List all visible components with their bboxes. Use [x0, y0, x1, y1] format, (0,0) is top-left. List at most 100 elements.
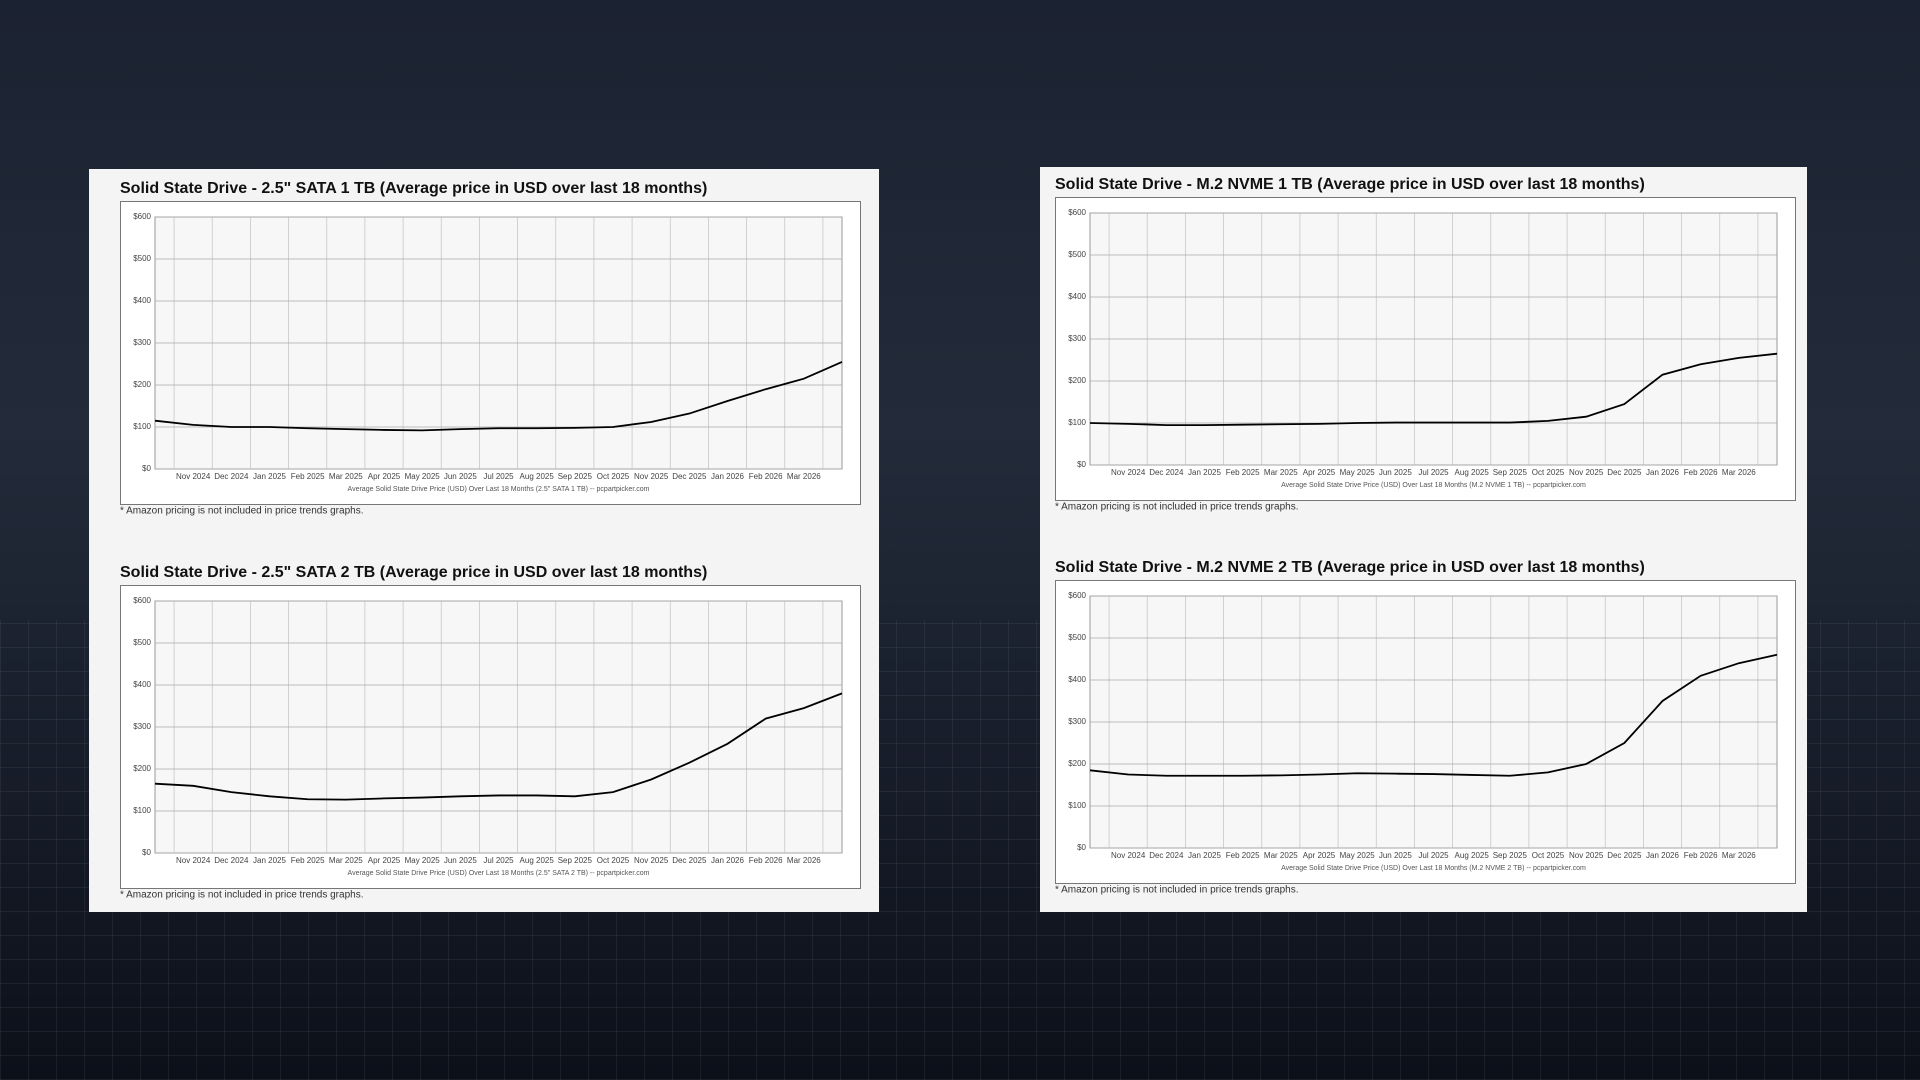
y-tick-label: $400 [133, 680, 151, 689]
x-tick-label: Feb 2025 [291, 472, 325, 481]
x-tick-label: Oct 2025 [1532, 468, 1565, 477]
chart: Solid State Drive - M.2 NVME 2 TB (Avera… [1055, 559, 1796, 896]
y-tick-label: $100 [1068, 801, 1086, 810]
x-tick-label: Nov 2024 [1111, 468, 1146, 477]
y-tick-label: $300 [1068, 334, 1086, 343]
x-tick-label: Nov 2024 [176, 856, 211, 865]
chart: Solid State Drive - 2.5" SATA 2 TB (Aver… [120, 564, 861, 901]
x-tick-label: May 2025 [405, 856, 441, 865]
y-tick-label: $600 [1068, 208, 1086, 217]
x-tick-label: Jan 2026 [711, 856, 744, 865]
x-tick-label: Nov 2025 [634, 472, 669, 481]
y-tick-label: $600 [133, 212, 151, 221]
price-line [154, 692, 843, 801]
x-tick-label: Aug 2025 [520, 472, 555, 481]
x-axis-label: Average Solid State Drive Price (USD) Ov… [1281, 865, 1586, 872]
x-tick-label: Nov 2025 [1569, 468, 1604, 477]
x-tick-label: Dec 2024 [214, 856, 249, 865]
x-tick-label: Mar 2025 [329, 856, 363, 865]
x-tick-label: Feb 2026 [749, 856, 783, 865]
x-tick-label: Aug 2025 [1455, 468, 1490, 477]
y-tick-label: $300 [133, 722, 151, 731]
chart-title: Solid State Drive - M.2 NVME 1 TB (Avera… [1055, 176, 1645, 193]
x-tick-label: Mar 2025 [329, 472, 363, 481]
x-tick-label: Oct 2025 [1532, 851, 1565, 860]
x-axis-label: Average Solid State Drive Price (USD) Ov… [1281, 482, 1586, 489]
y-tick-label: $0 [1077, 460, 1086, 469]
footnote: * Amazon pricing is not included in pric… [1055, 502, 1298, 513]
x-axis-label: Average Solid State Drive Price (USD) Ov… [348, 486, 650, 493]
x-tick-label: Nov 2025 [634, 856, 669, 865]
x-tick-label: Jun 2025 [444, 472, 477, 481]
x-tick-label: Jan 2026 [711, 472, 744, 481]
x-tick-label: Dec 2025 [1607, 851, 1642, 860]
y-tick-label: $200 [1068, 759, 1086, 768]
y-tick-label: $500 [1068, 250, 1086, 259]
footnote: * Amazon pricing is not included in pric… [1055, 885, 1298, 896]
x-tick-label: Nov 2024 [1111, 851, 1146, 860]
x-tick-label: Feb 2025 [1226, 468, 1260, 477]
x-tick-label: Apr 2025 [1303, 851, 1336, 860]
price-line [1089, 653, 1778, 777]
x-tick-label: Dec 2025 [672, 472, 707, 481]
x-tick-label: Sep 2025 [1493, 468, 1528, 477]
x-tick-label: Dec 2025 [1607, 468, 1642, 477]
x-tick-label: Aug 2025 [520, 856, 555, 865]
x-tick-label: Feb 2026 [749, 472, 783, 481]
x-tick-label: Jul 2025 [483, 856, 514, 865]
chart-panel: Solid State Drive - 2.5" SATA 2 TB (Aver… [120, 561, 861, 901]
x-tick-label: Sep 2025 [558, 856, 593, 865]
y-tick-label: $0 [1077, 843, 1086, 852]
x-tick-label: Dec 2024 [214, 472, 249, 481]
chart-panel: Solid State Drive - 2.5" SATA 1 TB (Aver… [120, 177, 861, 517]
x-tick-label: Dec 2024 [1149, 468, 1184, 477]
x-tick-label: Feb 2025 [1226, 851, 1260, 860]
x-tick-label: Mar 2025 [1264, 851, 1298, 860]
y-tick-label: $600 [1068, 591, 1086, 600]
x-axis-label: Average Solid State Drive Price (USD) Ov… [348, 870, 650, 877]
price-line [1089, 352, 1778, 426]
y-tick-label: $100 [1068, 418, 1086, 427]
y-tick-label: $400 [133, 296, 151, 305]
x-tick-label: Jan 2025 [1188, 468, 1221, 477]
x-tick-label: Feb 2025 [291, 856, 325, 865]
y-tick-label: $300 [133, 338, 151, 347]
x-tick-label: Mar 2026 [787, 856, 821, 865]
chart-panel: Solid State Drive - M.2 NVME 2 TB (Avera… [1055, 556, 1796, 896]
x-tick-label: Jul 2025 [1418, 851, 1449, 860]
chart-title: Solid State Drive - 2.5" SATA 2 TB (Aver… [120, 564, 707, 581]
price-line [154, 361, 843, 432]
y-tick-label: $200 [133, 764, 151, 773]
y-tick-label: $400 [1068, 292, 1086, 301]
y-tick-label: $300 [1068, 717, 1086, 726]
y-tick-label: $500 [133, 638, 151, 647]
y-tick-label: $0 [142, 848, 151, 857]
chart: Solid State Drive - M.2 NVME 1 TB (Avera… [1055, 176, 1796, 513]
x-tick-label: May 2025 [1340, 851, 1376, 860]
x-tick-label: Dec 2025 [672, 856, 707, 865]
x-tick-label: Jan 2026 [1646, 851, 1679, 860]
y-tick-label: $600 [133, 596, 151, 605]
chart-panel: Solid State Drive - M.2 NVME 1 TB (Avera… [1055, 173, 1796, 513]
chart: Solid State Drive - 2.5" SATA 1 TB (Aver… [120, 180, 861, 517]
x-tick-label: Mar 2026 [787, 472, 821, 481]
y-tick-label: $200 [133, 380, 151, 389]
x-tick-label: Mar 2025 [1264, 468, 1298, 477]
y-tick-label: $100 [133, 422, 151, 431]
x-tick-label: Dec 2024 [1149, 851, 1184, 860]
x-tick-label: Oct 2025 [597, 856, 630, 865]
y-tick-label: $200 [1068, 376, 1086, 385]
footnote: * Amazon pricing is not included in pric… [120, 506, 363, 517]
y-tick-label: $100 [133, 806, 151, 815]
x-tick-label: Nov 2024 [176, 472, 211, 481]
x-tick-label: Jan 2025 [253, 472, 286, 481]
x-tick-label: Apr 2025 [368, 856, 401, 865]
chart-title: Solid State Drive - 2.5" SATA 1 TB (Aver… [120, 180, 707, 197]
x-tick-label: May 2025 [1340, 468, 1376, 477]
x-tick-label: Oct 2025 [597, 472, 630, 481]
x-tick-label: Jun 2025 [1379, 468, 1412, 477]
x-tick-label: Sep 2025 [558, 472, 593, 481]
x-tick-label: Jul 2025 [483, 472, 514, 481]
x-tick-label: Jan 2025 [253, 856, 286, 865]
